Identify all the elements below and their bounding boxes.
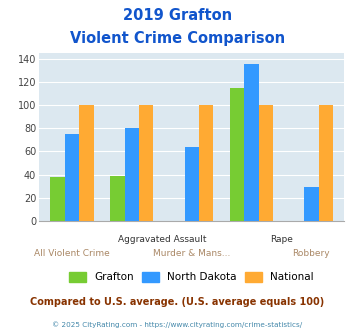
Bar bbox=[185, 147, 199, 221]
Bar bbox=[50, 177, 65, 221]
Bar bbox=[79, 105, 93, 221]
Text: Rape: Rape bbox=[270, 235, 293, 244]
Bar bbox=[230, 88, 244, 221]
Text: Violent Crime Comparison: Violent Crime Comparison bbox=[70, 31, 285, 46]
Text: Murder & Mans...: Murder & Mans... bbox=[153, 249, 230, 258]
Text: 2019 Grafton: 2019 Grafton bbox=[123, 8, 232, 23]
Text: © 2025 CityRating.com - https://www.cityrating.com/crime-statistics/: © 2025 CityRating.com - https://www.city… bbox=[53, 322, 302, 328]
Text: Robbery: Robbery bbox=[293, 249, 330, 258]
Bar bbox=[199, 105, 213, 221]
Text: Compared to U.S. average. (U.S. average equals 100): Compared to U.S. average. (U.S. average … bbox=[31, 297, 324, 307]
Legend: Grafton, North Dakota, National: Grafton, North Dakota, National bbox=[65, 268, 318, 286]
Bar bbox=[259, 105, 273, 221]
Bar bbox=[244, 64, 259, 221]
Bar bbox=[125, 128, 139, 221]
Bar bbox=[304, 187, 318, 221]
Bar bbox=[318, 105, 333, 221]
Bar bbox=[110, 176, 125, 221]
Bar bbox=[139, 105, 153, 221]
Bar bbox=[65, 134, 79, 221]
Text: Aggravated Assault: Aggravated Assault bbox=[118, 235, 206, 244]
Text: All Violent Crime: All Violent Crime bbox=[34, 249, 110, 258]
